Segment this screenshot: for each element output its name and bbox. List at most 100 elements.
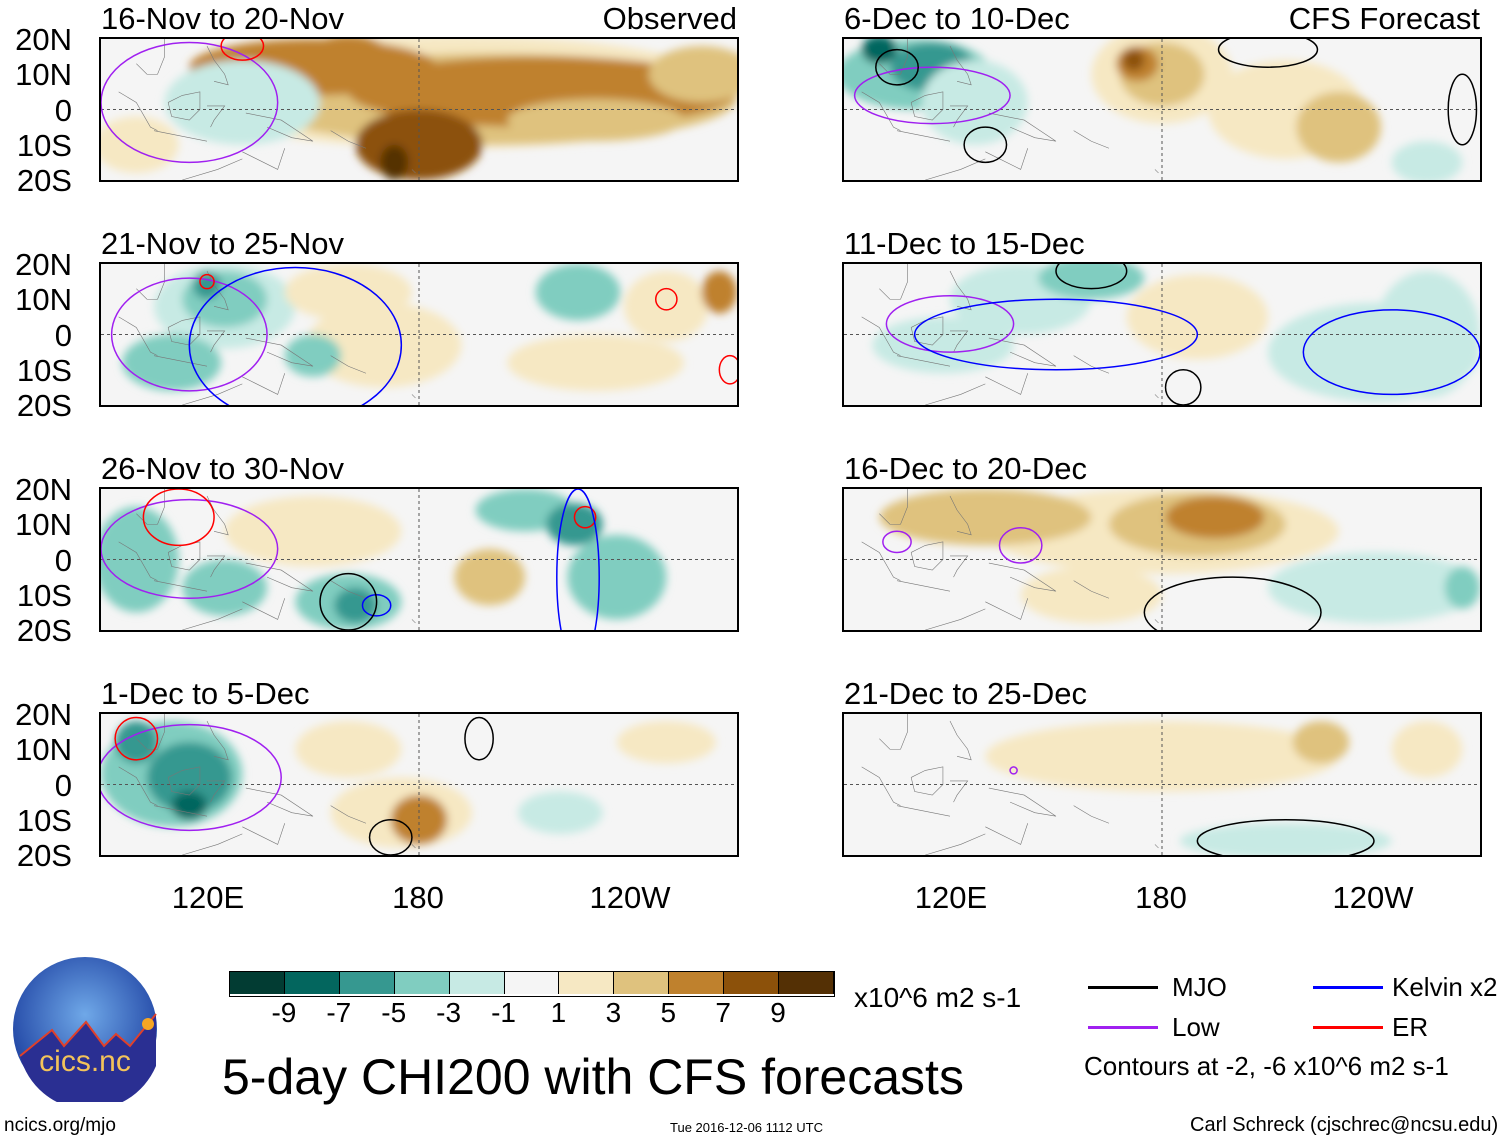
coastline [862, 767, 901, 806]
coastline [207, 721, 228, 760]
anomaly-region [1296, 91, 1382, 163]
wave-contour [1144, 577, 1321, 630]
anomaly-region [390, 795, 448, 845]
lon-label: 180 [1135, 880, 1187, 915]
coastline [879, 39, 907, 74]
panel-title: 21-Nov to 25-Nov [101, 226, 344, 261]
legend-low-line [1088, 1026, 1158, 1029]
colorbar-swatch [559, 972, 615, 994]
map-panel [99, 487, 739, 632]
coastline [207, 781, 225, 802]
anomaly-region [284, 334, 342, 377]
coastline [331, 356, 366, 374]
anomaly-region [1038, 264, 1145, 300]
wave-contour [557, 489, 599, 630]
anomaly-region [1123, 49, 1145, 71]
wave-contour [886, 296, 1013, 352]
legend-kelvin-label: Kelvin x2 [1392, 972, 1498, 1002]
anomaly-region [295, 721, 402, 778]
coastline [136, 39, 164, 74]
wave-contour [1303, 310, 1480, 395]
coastline [1155, 844, 1159, 848]
panel-title: 26-Nov to 30-Nov [101, 451, 344, 486]
wave-contour [1219, 39, 1318, 67]
panel-source-tag: Observed [602, 1, 737, 36]
coastline [879, 264, 907, 299]
logo-text: cics.nc [39, 1045, 131, 1078]
coastline [985, 148, 1027, 169]
contours-note: Contours at -2, -6 x10^6 m2 s-1 [1084, 1051, 1449, 1081]
coastline [242, 148, 284, 169]
lat-label: 10S [16, 127, 72, 163]
lat-label: 10N [15, 282, 72, 318]
colorbar-level-label: -1 [491, 997, 516, 1028]
lat-label: 0 [54, 542, 72, 578]
coastline [331, 581, 366, 599]
wave-contour [200, 275, 214, 289]
wave-contour [1010, 767, 1017, 774]
wave-contour [915, 299, 1198, 370]
lat-label: 10S [16, 802, 72, 838]
panel-title: 11-Dec to 15-Dec [844, 226, 1085, 261]
anomaly-region [616, 721, 716, 764]
wave-contour [719, 356, 737, 384]
coastline [412, 394, 416, 398]
colorbar-swatch [449, 972, 505, 994]
wave-contour [1056, 264, 1127, 289]
coastline [119, 767, 158, 806]
coastline [119, 542, 158, 581]
colorbar-level-label: 1 [550, 997, 567, 1028]
lon-label: 120W [589, 880, 671, 915]
wave-contour [574, 507, 595, 528]
map-panel [99, 262, 739, 407]
lon-label: 120E [914, 880, 988, 915]
coastline [989, 788, 1056, 816]
coastline [950, 106, 968, 127]
coastline [119, 317, 158, 356]
coastline [862, 92, 901, 131]
coastline [950, 331, 968, 352]
wave-contour [101, 725, 281, 831]
panel-source-tag: CFS Forecast [1288, 1, 1480, 36]
wave-contour [370, 820, 412, 855]
lat-label: 20N [15, 247, 72, 282]
coastline [989, 113, 1056, 141]
colorbar-swatch [394, 972, 450, 994]
anomaly-region [1268, 552, 1480, 623]
anomaly-region [115, 721, 158, 764]
anomaly-region [921, 60, 1028, 145]
lon-label: 120E [171, 880, 245, 915]
coastline [246, 338, 313, 366]
coastline [207, 556, 225, 577]
legend-mjo-label: MJO [1172, 972, 1227, 1002]
map-panel [842, 37, 1482, 182]
coastline [182, 834, 242, 855]
colorbar-level-label: -5 [381, 997, 407, 1028]
coastline [950, 46, 971, 85]
lon-label: 180 [392, 880, 444, 915]
coastline [154, 131, 207, 142]
colorbar-swatch [614, 972, 670, 994]
wave-contour [855, 67, 1010, 123]
footer-url[interactable]: ncics.org/mjo [4, 1115, 116, 1136]
map-panel [99, 37, 739, 182]
colorbar-level-label: -9 [271, 997, 297, 1028]
colorbar-level-label: 5 [660, 997, 677, 1028]
colorbar-swatch [230, 972, 285, 994]
coastline [1155, 394, 1159, 398]
anomaly-region [1444, 566, 1480, 609]
coastline [242, 598, 284, 619]
lat-label: 10N [15, 57, 72, 93]
anomaly-region [334, 587, 377, 623]
anomaly-region [1391, 721, 1463, 778]
anomaly-region [701, 271, 737, 314]
coastline [1155, 169, 1159, 173]
colorbar-units: x10^6 m2 s-1 [854, 982, 1022, 1013]
colorbar-level-label: 9 [770, 997, 786, 1028]
coastline [207, 106, 225, 127]
lat-label: 10S [16, 352, 72, 388]
lon-label: 120W [1332, 880, 1414, 915]
lat-label: 0 [54, 92, 72, 128]
coastline [331, 131, 366, 149]
